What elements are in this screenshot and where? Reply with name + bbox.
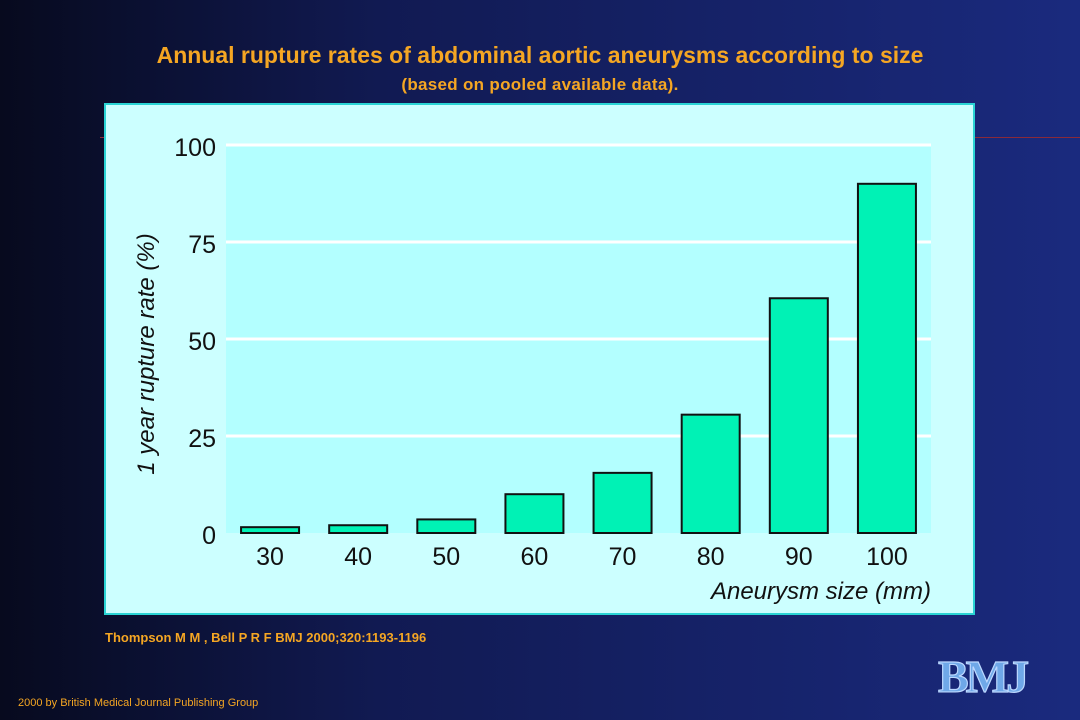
bar [416,518,477,535]
bar [504,493,565,535]
bar [328,524,389,534]
bar [592,471,653,534]
y-tick-label: 25 [188,425,216,453]
y-tick-label: 0 [202,522,216,550]
x-tick-label: 60 [521,543,549,571]
bar [768,297,829,534]
x-tick-label: 70 [609,543,637,571]
x-axis-label: Aneurysm size (mm) [709,578,931,605]
chart-panel: 0 25 50 75 100 30 40 50 60 70 80 90 100 Aneurysm size… [104,103,975,615]
slide-subtitle: (based on pooled available data). [401,75,679,94]
bmj-logo: BMJ [937,650,1031,702]
x-tick-label: 80 [697,543,725,571]
y-tick-label: 75 [188,231,216,259]
copyright-notice: 2000 by British Medical Journal Publishi… [18,697,259,709]
x-tick-label: 40 [344,543,372,571]
slide-title: Annual rupture rates of abdominal aortic… [156,42,924,68]
bar-chart: 0 25 50 75 100 30 40 50 60 70 80 90 100 Aneurysm size… [133,134,931,605]
y-tick-label: 50 [188,328,216,356]
x-tick-label: 30 [256,543,284,571]
x-tick-label: 50 [432,543,460,571]
citation: Thompson M M , Bell P R F BMJ 2000;320:1… [105,630,427,645]
bar [680,413,741,534]
x-tick-label: 90 [785,543,813,571]
y-axis-label: 1 year rupture rate (%) [133,233,160,474]
svg-text:BMJ: BMJ [938,651,1028,702]
y-tick-label: 100 [174,134,216,162]
x-tick-label: 100 [866,543,908,571]
bar [856,182,917,535]
bar [240,526,301,534]
